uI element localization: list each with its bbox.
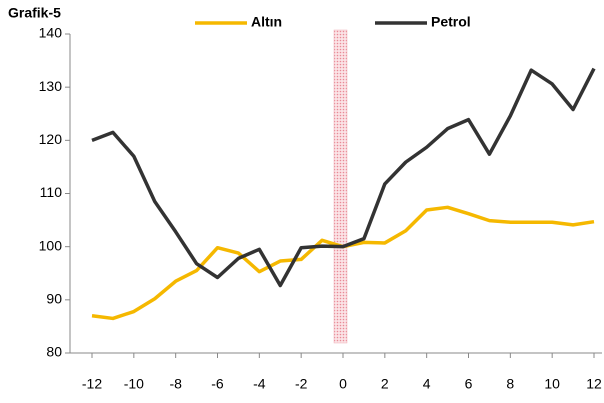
legend-label: Petrol — [431, 14, 471, 30]
x-tick-label: 2 — [381, 376, 389, 392]
x-tick-label: -12 — [82, 376, 102, 392]
x-tick-label: -8 — [169, 376, 182, 392]
x-tick-label: 12 — [586, 376, 602, 392]
y-tick-label: 130 — [39, 78, 63, 94]
event-band — [333, 29, 348, 344]
x-tick-label: 4 — [423, 376, 431, 392]
x-tick-label: -6 — [211, 376, 224, 392]
y-tick-label: 100 — [39, 237, 63, 253]
y-tick-label: 120 — [39, 131, 63, 147]
x-tick-label: 6 — [465, 376, 473, 392]
y-tick-label: 90 — [46, 291, 62, 307]
chart-title: Grafik-5 — [8, 5, 61, 21]
x-tick-label: 10 — [544, 376, 560, 392]
x-tick-label: -2 — [295, 376, 308, 392]
y-tick-label: 110 — [40, 184, 63, 200]
x-tick-label: 0 — [339, 376, 347, 392]
series-line — [91, 67, 596, 288]
y-tick-label: 80 — [46, 344, 62, 360]
x-tick-label: -10 — [124, 376, 144, 392]
legend-label: Altın — [251, 14, 282, 30]
x-tick-label: -4 — [253, 376, 266, 392]
x-tick-label: 8 — [506, 376, 514, 392]
y-tick-label: 140 — [39, 25, 63, 41]
